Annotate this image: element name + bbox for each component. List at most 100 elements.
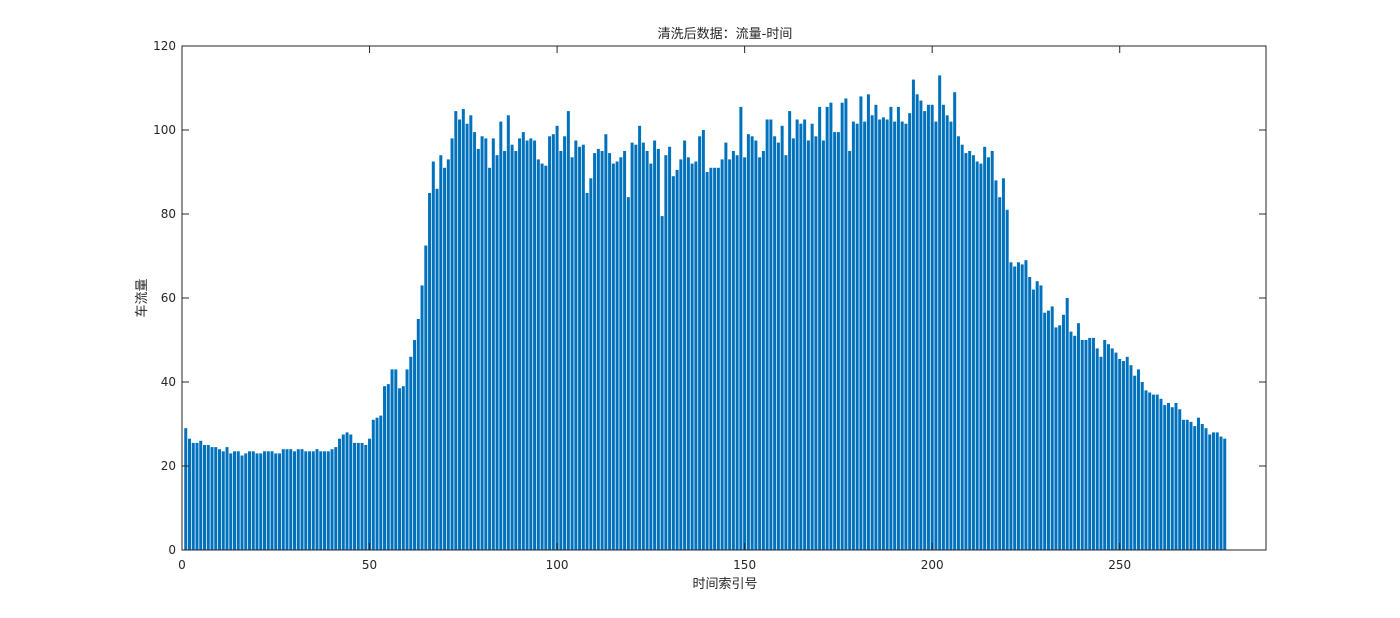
- bar: [799, 123, 803, 550]
- bar: [938, 75, 942, 551]
- bar: [386, 384, 390, 550]
- bar: [934, 121, 938, 550]
- bar: [1219, 436, 1223, 550]
- bar: [893, 121, 897, 550]
- bar: [716, 167, 720, 551]
- bar: [533, 140, 537, 550]
- x-tick-label: 50: [362, 558, 377, 572]
- bar: [818, 106, 822, 551]
- bar: [803, 119, 807, 550]
- bar: [698, 136, 702, 551]
- bar: [930, 104, 934, 551]
- y-tick-label: 80: [161, 207, 176, 221]
- bar: [1106, 344, 1110, 550]
- bar: [611, 163, 615, 550]
- bar: [488, 167, 492, 551]
- bar: [1223, 438, 1227, 550]
- bar: [634, 144, 638, 550]
- bar: [349, 434, 353, 550]
- bar: [791, 138, 795, 550]
- bar: [728, 159, 732, 550]
- bar: [825, 106, 829, 551]
- bar: [885, 119, 889, 550]
- bar: [1095, 348, 1099, 550]
- bar: [416, 319, 420, 550]
- bar: [596, 148, 600, 550]
- bar: [900, 121, 904, 550]
- bar: [236, 451, 240, 550]
- bar: [315, 449, 319, 550]
- bar: [394, 369, 398, 550]
- bar: [1136, 369, 1140, 550]
- bar: [484, 138, 488, 550]
- bar: [308, 451, 312, 550]
- bar: [720, 159, 724, 550]
- bar: [694, 161, 698, 550]
- bar: [619, 157, 623, 551]
- bar: [908, 113, 912, 550]
- bar: [675, 169, 679, 550]
- bar: [401, 386, 405, 550]
- bar: [278, 453, 282, 550]
- bar: [1013, 266, 1017, 550]
- bar: [424, 245, 428, 550]
- y-tick-label: 20: [161, 459, 176, 473]
- bar: [679, 159, 683, 550]
- bar: [750, 136, 754, 551]
- bar: [285, 449, 289, 550]
- bar: [724, 142, 728, 550]
- bar: [1058, 325, 1062, 550]
- bar: [975, 161, 979, 550]
- bar: [739, 106, 743, 551]
- bar: [263, 451, 267, 550]
- bar: [1091, 337, 1095, 550]
- bar: [645, 151, 649, 550]
- bar: [1140, 382, 1144, 550]
- bar: [836, 132, 840, 550]
- bar: [563, 136, 567, 551]
- bar: [383, 386, 387, 550]
- bar: [1076, 323, 1080, 550]
- bar: [1016, 262, 1020, 550]
- bar: [529, 138, 533, 550]
- bar: [450, 138, 454, 550]
- bar: [656, 148, 660, 550]
- bar: [814, 136, 818, 551]
- bar: [409, 356, 413, 550]
- bar: [1144, 390, 1148, 550]
- bar: [390, 369, 394, 550]
- bar: [956, 136, 960, 551]
- bar: [731, 151, 735, 550]
- bar: [746, 134, 750, 550]
- bar: [1088, 337, 1092, 550]
- bar: [866, 94, 870, 551]
- bar: [334, 447, 338, 550]
- bar: [968, 151, 972, 550]
- bar: [251, 451, 255, 550]
- bar: [1028, 277, 1032, 550]
- bar: [259, 453, 263, 550]
- bar: [1211, 432, 1215, 550]
- bar: [964, 153, 968, 550]
- bar: [1189, 421, 1193, 550]
- bar: [593, 153, 597, 550]
- bar: [926, 104, 930, 551]
- x-tick-label: 200: [921, 558, 944, 572]
- bar: [626, 197, 630, 550]
- bar: [319, 451, 323, 550]
- bar: [1196, 417, 1200, 550]
- bar: [671, 176, 675, 550]
- bar: [889, 106, 893, 551]
- bar: [1185, 419, 1189, 550]
- bar: [769, 119, 773, 550]
- bar: [1170, 407, 1174, 550]
- bar: [653, 140, 657, 550]
- bar: [476, 148, 480, 550]
- bar: [615, 161, 619, 550]
- bar: [330, 449, 334, 550]
- bar: [833, 132, 837, 550]
- bar: [589, 178, 593, 551]
- bar: [701, 130, 705, 550]
- bar: [1208, 434, 1212, 550]
- chart-title: 清洗后数据：流量-时间: [658, 27, 793, 42]
